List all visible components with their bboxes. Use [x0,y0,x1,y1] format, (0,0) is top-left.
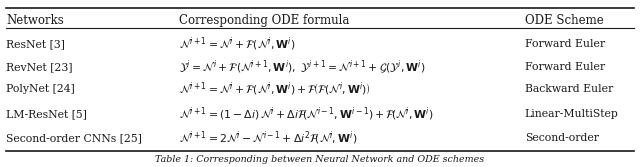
Text: Corresponding ODE formula: Corresponding ODE formula [179,14,349,27]
Text: PolyNet [24]: PolyNet [24] [6,84,75,94]
Text: $\mathcal{N}^{i+1} = 2\mathcal{N}^{i} - \mathcal{N}^{i-1} + \Delta i^{2}\mathcal: $\mathcal{N}^{i+1} = 2\mathcal{N}^{i} - … [179,129,358,147]
Text: $\mathcal{N}^{i+1} = (1 - \Delta i)\,\mathcal{N}^{i} + \Delta i\mathcal{F}\!\lef: $\mathcal{N}^{i+1} = (1 - \Delta i)\,\ma… [179,106,434,123]
Text: Networks: Networks [6,14,64,27]
Text: LM-ResNet [5]: LM-ResNet [5] [6,109,87,119]
Text: Second-order: Second-order [525,133,599,143]
Text: RevNet [23]: RevNet [23] [6,62,73,72]
Text: Table 1: Corresponding between Neural Network and ODE schemes: Table 1: Corresponding between Neural Ne… [156,155,484,164]
Text: $\mathcal{Y}^{i} = \mathcal{N}^{i} + \mathcal{F}\left(\mathcal{N}^{i+1}, \mathbf: $\mathcal{Y}^{i} = \mathcal{N}^{i} + \ma… [179,58,426,76]
Text: $\mathcal{N}^{i+1} = \mathcal{N}^{i} + \mathcal{F}\left(\mathcal{N}^{i}, \mathbf: $\mathcal{N}^{i+1} = \mathcal{N}^{i} + \… [179,81,371,98]
Text: Forward Euler: Forward Euler [525,39,605,49]
Text: Forward Euler: Forward Euler [525,62,605,72]
Text: ODE Scheme: ODE Scheme [525,14,604,27]
Text: $\mathcal{N}^{i+1} = \mathcal{N}^{i} + \mathcal{F}\left(\mathcal{N}^{i}, \mathbf: $\mathcal{N}^{i+1} = \mathcal{N}^{i} + \… [179,35,296,53]
Text: Linear-MultiStep: Linear-MultiStep [525,109,619,119]
Text: ResNet [3]: ResNet [3] [6,39,65,49]
Text: Backward Euler: Backward Euler [525,84,613,94]
Text: Second-order CNNs [25]: Second-order CNNs [25] [6,133,142,143]
